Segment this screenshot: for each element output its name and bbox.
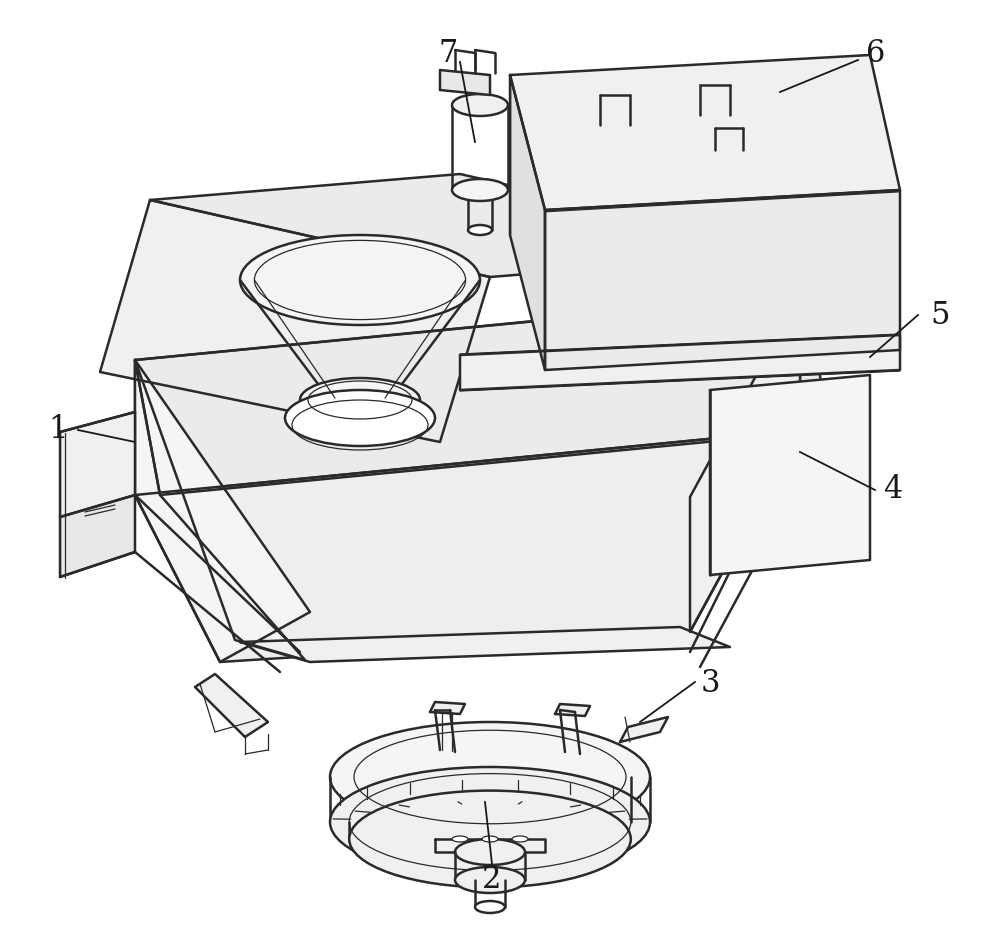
- Polygon shape: [135, 295, 830, 495]
- Ellipse shape: [455, 839, 525, 865]
- Text: 4: 4: [883, 474, 903, 505]
- Ellipse shape: [349, 790, 631, 887]
- Ellipse shape: [482, 836, 498, 842]
- Text: 7: 7: [438, 38, 458, 70]
- Polygon shape: [620, 717, 668, 742]
- Polygon shape: [555, 704, 590, 716]
- Ellipse shape: [285, 390, 435, 446]
- Ellipse shape: [468, 225, 492, 235]
- Ellipse shape: [452, 179, 508, 201]
- Ellipse shape: [452, 94, 508, 116]
- Polygon shape: [440, 70, 490, 95]
- Polygon shape: [135, 360, 305, 660]
- Polygon shape: [460, 335, 900, 390]
- Polygon shape: [435, 839, 545, 852]
- Polygon shape: [690, 295, 800, 632]
- Text: 5: 5: [930, 299, 950, 331]
- Ellipse shape: [455, 867, 525, 893]
- Polygon shape: [240, 627, 730, 662]
- Polygon shape: [430, 702, 465, 714]
- Polygon shape: [710, 375, 870, 575]
- Ellipse shape: [240, 235, 480, 325]
- Ellipse shape: [512, 836, 528, 842]
- Polygon shape: [135, 295, 800, 495]
- Polygon shape: [150, 174, 800, 277]
- Text: 3: 3: [700, 668, 720, 700]
- Polygon shape: [100, 200, 490, 442]
- Ellipse shape: [330, 722, 650, 832]
- Polygon shape: [195, 674, 268, 737]
- Polygon shape: [135, 360, 310, 662]
- Polygon shape: [135, 430, 800, 662]
- Text: 2: 2: [482, 865, 502, 896]
- Polygon shape: [60, 412, 135, 517]
- Text: 1: 1: [48, 415, 68, 445]
- Ellipse shape: [452, 836, 468, 842]
- Polygon shape: [510, 75, 545, 370]
- Ellipse shape: [475, 901, 505, 913]
- Text: 6: 6: [866, 38, 886, 70]
- Polygon shape: [60, 495, 135, 577]
- Ellipse shape: [300, 378, 420, 422]
- Polygon shape: [545, 190, 900, 370]
- Polygon shape: [510, 55, 900, 210]
- Ellipse shape: [330, 767, 650, 877]
